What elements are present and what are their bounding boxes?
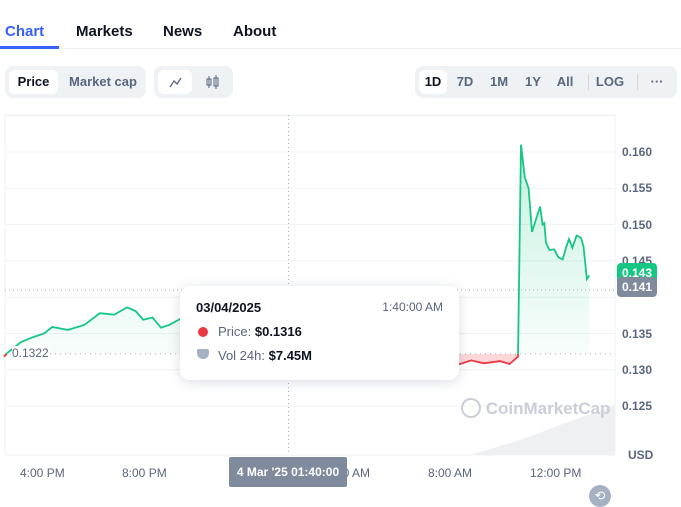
x-tick-label: 12:00 PM <box>530 466 582 480</box>
metric-toggle: Price Market cap <box>5 66 146 98</box>
tab-markets[interactable]: Markets <box>76 23 133 40</box>
tooltip-vol-label: Vol 24h: <box>218 348 265 363</box>
coinmarketcap-logo-icon <box>461 398 481 418</box>
hover-price-tag: 0.141 <box>617 277 657 297</box>
watermark: CoinMarketCap <box>461 398 610 419</box>
range-1d[interactable]: 1D <box>419 70 447 94</box>
price-area-up <box>3 144 590 354</box>
volume-icon <box>197 349 209 359</box>
range-7d[interactable]: 7D <box>456 74 474 89</box>
divider <box>588 74 589 90</box>
y-tick-label: 0.155 <box>622 181 653 196</box>
range-1y[interactable]: 1Y <box>525 74 541 89</box>
tab-chart[interactable]: Chart <box>5 23 45 40</box>
range-toggle: 1D 7D 1M 1Y All LOG ··· <box>415 66 677 98</box>
volume-area <box>470 405 615 455</box>
line-chart-icon <box>169 77 182 88</box>
price-line-up <box>5 144 591 354</box>
active-tab-indicator <box>0 46 59 49</box>
y-tick-label: 0.150 <box>622 217 653 232</box>
range-all[interactable]: All <box>556 74 574 89</box>
plot-area <box>4 114 616 456</box>
x-tick-label: 8:00 AM <box>428 466 473 480</box>
candlestick-button[interactable] <box>196 70 230 94</box>
tab-bar: Chart Markets News About <box>0 0 681 49</box>
y-tick-label: 0.135 <box>622 326 653 341</box>
tooltip-vol-value: $7.45M <box>268 348 312 363</box>
x-tick-label: 8:00 PM <box>122 466 167 480</box>
log-button[interactable]: LOG <box>595 74 625 89</box>
reset-zoom-icon[interactable]: ⟲ <box>589 485 611 507</box>
y-tick-label: 0.125 <box>622 399 653 414</box>
crosshair-time-label: 4 Mar '25 01:40:00 <box>229 457 347 487</box>
range-1m[interactable]: 1M <box>489 74 509 89</box>
x-tick-label: 4:00 PM <box>20 466 65 480</box>
tooltip-date: 03/04/2025 <box>196 300 262 315</box>
y-tick-label: 0.160 <box>622 145 653 159</box>
price-line-down <box>3 353 519 366</box>
more-button[interactable]: ··· <box>650 74 664 89</box>
chart-style-toggle <box>154 66 233 98</box>
price-dot-icon <box>198 327 208 337</box>
tooltip-price-label: Price: <box>218 324 252 339</box>
candlestick-icon <box>206 75 219 89</box>
price-button[interactable]: Price <box>9 70 58 94</box>
currency-label: USD <box>628 448 654 462</box>
market-cap-button[interactable]: Market cap <box>69 74 137 89</box>
line-chart-button[interactable] <box>158 70 192 94</box>
tab-news[interactable]: News <box>163 23 203 40</box>
baseline-label: 0.1322 <box>12 346 49 360</box>
tooltip-time: 1:40:00 AM <box>382 300 443 314</box>
tab-about[interactable]: About <box>233 23 277 40</box>
divider <box>637 74 638 90</box>
y-tick-label: 0.130 <box>622 362 653 377</box>
tooltip-price-value: $0.1316 <box>254 324 302 339</box>
chart-tooltip: 03/04/2025 1:40:00 AM Price: $0.1316 Vol… <box>180 286 459 380</box>
